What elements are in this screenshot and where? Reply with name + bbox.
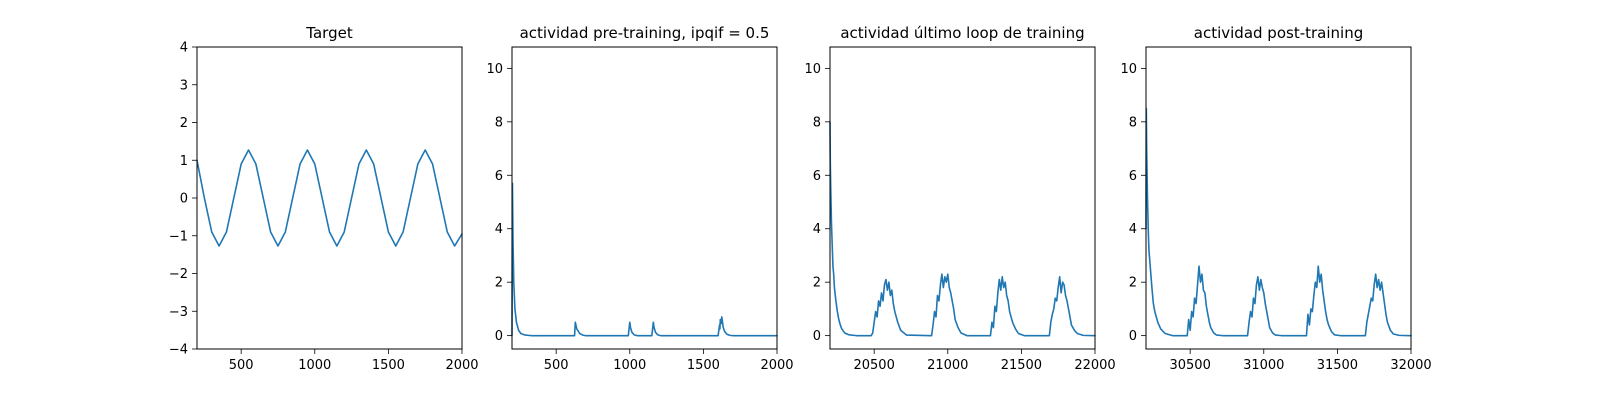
y-tick-label: 8 — [813, 115, 821, 130]
y-tick-label: 2 — [180, 116, 188, 131]
panel-pre-training: actividad pre-training, ipqif = 0.5 500 10… — [486, 24, 793, 373]
y-tick-label: 0 — [1129, 329, 1137, 344]
axes-frame — [829, 46, 1096, 350]
series-line — [1145, 107, 1412, 337]
x-tick-label: 1500 — [372, 358, 405, 373]
y-tick-label: 2 — [495, 276, 503, 291]
y-tick-label: −3 — [169, 305, 188, 320]
y-tick-label: 2 — [1129, 276, 1137, 291]
axes-frame — [511, 46, 778, 350]
y-tick-label: 1 — [180, 154, 188, 169]
y-tick-label: 10 — [486, 62, 503, 77]
x-tick-label: 21000 — [927, 358, 968, 373]
y-tick-label: 0 — [495, 329, 503, 344]
y-tick-label: 4 — [813, 222, 821, 237]
y-tick-label: 0 — [813, 329, 821, 344]
y-tick-label: 8 — [495, 115, 503, 130]
y-tick-label: 10 — [1120, 62, 1137, 77]
x-tick-label: 32000 — [1390, 358, 1431, 373]
y-tick-label: 3 — [180, 78, 188, 93]
chart-title: actividad último loop de training — [840, 24, 1084, 42]
x-tick-label: 1500 — [687, 358, 720, 373]
axes-frame — [1145, 46, 1412, 350]
y-tick-label: −4 — [169, 343, 188, 358]
panel-post-training: actividad post-training 30500 31000 31500 32… — [1120, 24, 1431, 373]
y-tick-label: 2 — [813, 276, 821, 291]
y-tick-label: 6 — [1129, 169, 1137, 184]
x-tick-label: 22000 — [1074, 358, 1115, 373]
y-tick-label: −1 — [169, 229, 188, 244]
chart-title: actividad post-training — [1194, 24, 1363, 42]
series-line — [829, 121, 1096, 337]
x-tick-label: 2000 — [760, 358, 793, 373]
y-tick-label: 4 — [180, 41, 188, 56]
panel-target: Target 500 1000 1500 2000 −4 −3 −2 −1 0 1 2 3 4 — [169, 24, 479, 373]
x-tick-label: 30500 — [1169, 358, 1210, 373]
x-tick-label: 500 — [544, 358, 569, 373]
x-tick-label: 2000 — [445, 358, 478, 373]
x-tick-label: 500 — [229, 358, 254, 373]
y-tick-label: 4 — [1129, 222, 1137, 237]
y-tick-label: 6 — [813, 169, 821, 184]
chart-title: Target — [305, 24, 353, 42]
y-tick-label: 8 — [1129, 115, 1137, 130]
x-tick-label: 31000 — [1243, 358, 1284, 373]
x-tick-label: 1000 — [613, 358, 646, 373]
series-line — [511, 182, 778, 337]
x-tick-label: 1000 — [298, 358, 331, 373]
y-tick-label: −2 — [169, 267, 188, 282]
x-tick-label: 20500 — [853, 358, 894, 373]
y-tick-label: 10 — [804, 62, 821, 77]
y-tick-label: 0 — [180, 192, 188, 207]
x-tick-label: 21500 — [1001, 358, 1042, 373]
y-tick-label: 6 — [495, 169, 503, 184]
y-tick-label: 4 — [495, 222, 503, 237]
axes-frame — [196, 46, 463, 350]
chart-title: actividad pre-training, ipqif = 0.5 — [520, 24, 770, 42]
x-tick-label: 31500 — [1317, 358, 1358, 373]
series-line — [196, 149, 463, 247]
